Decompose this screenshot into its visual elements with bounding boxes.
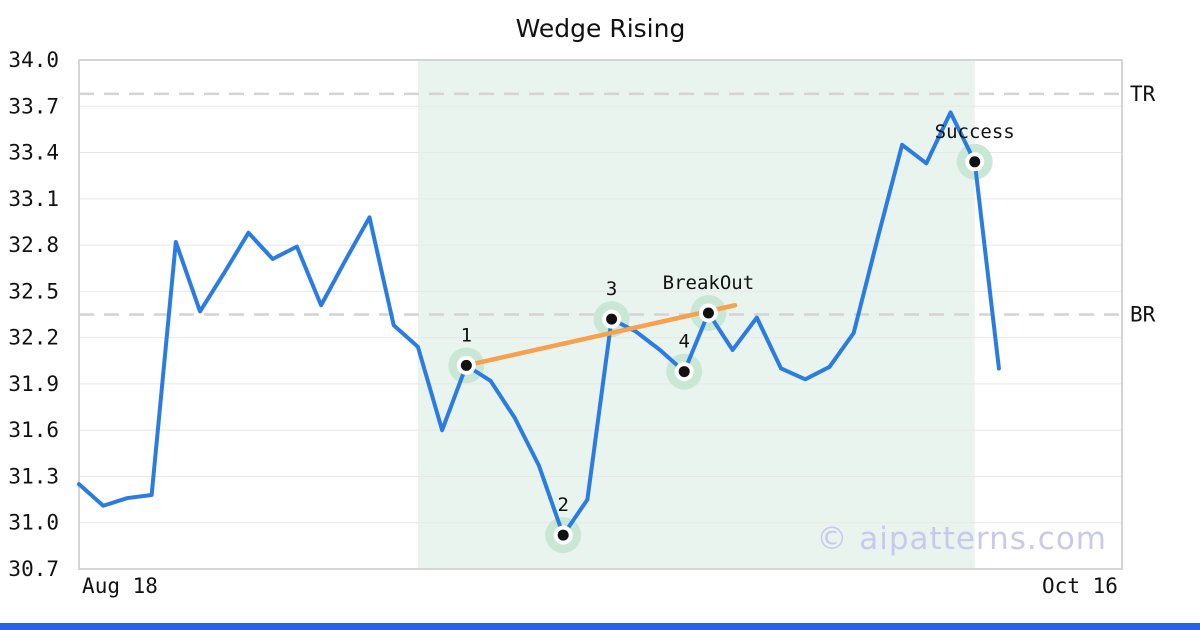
y-tick-label: 30.7 [8,557,59,581]
y-tick-label: 32.2 [8,326,59,350]
x-tick-label: Oct 16 [1042,574,1118,598]
y-tick-label: 31.0 [8,511,59,535]
y-tick-label: 32.5 [8,279,59,303]
annotation-label-1: 1 [461,324,472,346]
trend-line [464,302,738,368]
y-tick-label: 34.0 [8,48,59,72]
annotation-label-2: 2 [557,494,568,516]
marker-dot [606,313,618,325]
marker-dot [678,366,690,378]
y-tick-label: 32.8 [8,233,59,257]
annotation-label-breakout: BreakOut [663,272,755,294]
y-tick-label: 33.4 [8,141,59,165]
x-tick-label: Aug 18 [82,574,158,598]
marker-dot [702,307,714,319]
y-tick-label: 31.3 [8,464,59,488]
level-label-br: BR [1130,303,1156,327]
y-tick-label: 33.1 [8,187,59,211]
price-line [77,110,1001,538]
bottom-accent-bar [0,623,1200,630]
y-tick-label: 33.7 [8,94,59,118]
annotation-label-success: Success [935,121,1015,143]
marker-dot [969,156,981,168]
annotation-label-4: 4 [678,331,689,353]
watermark: © aipatterns.com [816,521,1107,557]
level-label-tr: TR [1130,82,1156,106]
plot-border [78,59,1123,570]
marker-dot [557,529,569,541]
y-tick-label: 31.9 [8,372,59,396]
annotation-label-3: 3 [606,278,617,300]
chart-title: Wedge Rising [515,14,686,43]
y-tick-label: 31.6 [8,418,59,442]
marker-dot [460,359,472,371]
